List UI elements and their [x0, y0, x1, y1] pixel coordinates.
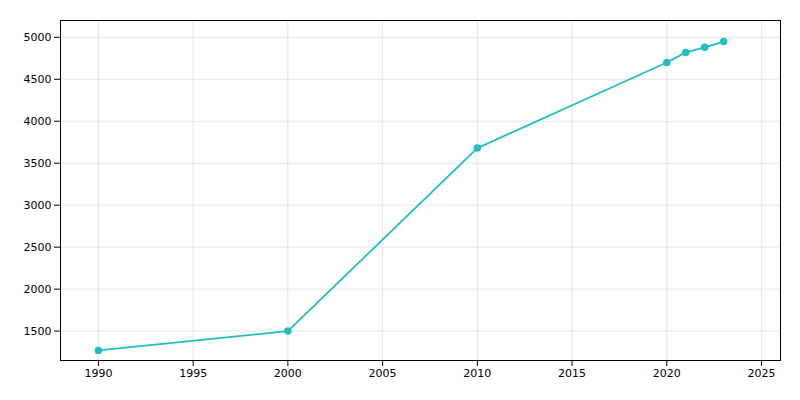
svg-text:4500: 4500	[24, 73, 52, 86]
svg-text:2000: 2000	[24, 283, 52, 296]
svg-text:2015: 2015	[558, 367, 586, 380]
svg-text:3500: 3500	[24, 157, 52, 170]
svg-text:3000: 3000	[24, 199, 52, 212]
svg-text:1990: 1990	[84, 367, 112, 380]
svg-text:1500: 1500	[24, 325, 52, 338]
svg-text:4000: 4000	[24, 115, 52, 128]
svg-text:5000: 5000	[24, 31, 52, 44]
svg-text:2010: 2010	[463, 367, 491, 380]
svg-text:2020: 2020	[653, 367, 681, 380]
svg-text:2005: 2005	[369, 367, 397, 380]
svg-text:2025: 2025	[748, 367, 776, 380]
svg-text:1995: 1995	[179, 367, 207, 380]
svg-text:2000: 2000	[274, 367, 302, 380]
svg-text:2500: 2500	[24, 241, 52, 254]
